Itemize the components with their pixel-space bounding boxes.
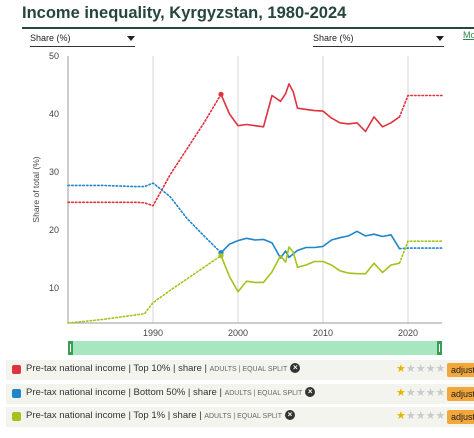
chevron-down-icon (436, 36, 444, 41)
legend-label: Pre-tax national income | Bottom 50% | s… (26, 387, 316, 398)
series-line (220, 230, 401, 259)
y-tick-label: 50 (49, 51, 59, 61)
star-icon: ★ (435, 410, 446, 422)
title-divider (22, 27, 474, 29)
left-axis-select-value: Share (%) (30, 33, 71, 43)
y-tick-label: 10 (49, 283, 59, 293)
quality-rating: ★★★★★ (396, 386, 445, 399)
chevron-down-icon (127, 36, 135, 41)
series-point (218, 253, 224, 259)
chart-grid (152, 56, 409, 323)
adjust-button[interactable]: adjust (447, 410, 474, 424)
close-circle-icon[interactable]: × (305, 387, 316, 398)
star-icon: ★ (425, 363, 436, 375)
legend-row[interactable]: Pre-tax national income | Top 1% | share… (6, 407, 474, 427)
series-line-estimated (67, 93, 222, 207)
range-end-handle-icon[interactable] (437, 341, 442, 355)
more-link[interactable]: Mo (463, 30, 474, 40)
legend-series-text: Pre-tax national income | Bottom 50% | s… (26, 387, 222, 398)
series-line (220, 83, 400, 133)
right-axis-select-value: Share (%) (313, 33, 354, 43)
range-start-handle-icon[interactable] (68, 341, 73, 355)
line-chart: 1990 2000 2010 2020 10 20 30 40 50 Share of total… (31, 51, 443, 338)
series-line (220, 246, 400, 293)
star-icon: ★ (415, 387, 426, 399)
adjust-button[interactable]: adjust (447, 363, 474, 377)
y-tick-label: 30 (49, 167, 59, 177)
series-point (218, 91, 224, 97)
legend-label: Pre-tax national income | Top 10% | shar… (26, 363, 301, 374)
legend-series-text: Pre-tax national income | Top 1% | share… (26, 410, 202, 421)
series-line-projected (398, 94, 443, 118)
y-tick-label: 40 (49, 109, 59, 119)
legend-meta: ADULTS | EQUAL SPLIT (204, 413, 283, 420)
star-icon: ★ (396, 410, 406, 422)
series-color-swatch (12, 365, 21, 374)
time-range-slider[interactable] (68, 341, 442, 355)
star-icon: ★ (396, 387, 406, 399)
x-tick-label: 2010 (313, 328, 333, 338)
series-line-projected (398, 240, 443, 264)
close-circle-icon[interactable]: × (285, 410, 296, 421)
chart-axes: 1990 2000 2010 2020 10 20 30 40 50 Share of total… (31, 51, 442, 338)
x-tick-label: 2020 (398, 328, 418, 338)
star-icon: ★ (405, 363, 416, 375)
y-axis-label: Share of total (%) (31, 156, 41, 222)
star-icon: ★ (435, 387, 446, 399)
star-icon: ★ (396, 363, 406, 375)
quality-rating: ★★★★★ (396, 362, 445, 375)
series-color-swatch (12, 389, 21, 398)
series-line-projected (398, 247, 443, 250)
star-icon: ★ (435, 363, 446, 375)
chart-series (67, 83, 443, 324)
series-line-estimated (67, 254, 222, 324)
x-tick-label: 2000 (228, 328, 248, 338)
quality-rating: ★★★★★ (396, 409, 445, 422)
legend-meta: ADULTS | EQUAL SPLIT (224, 390, 303, 397)
star-icon: ★ (405, 387, 416, 399)
x-tick-label: 1990 (143, 328, 163, 338)
page-title: Income inequality, Kyrgyzstan, 1980-2024 (22, 4, 347, 22)
legend-series-text: Pre-tax national income | Top 10% | shar… (26, 363, 207, 374)
series-line-estimated (67, 182, 222, 254)
y-tick-label: 20 (49, 225, 59, 235)
adjust-button[interactable]: adjust (447, 387, 474, 401)
series-color-swatch (12, 412, 21, 421)
left-axis-select[interactable]: Share (%) (30, 33, 135, 47)
star-icon: ★ (425, 387, 436, 399)
right-axis-select[interactable]: Share (%) (313, 33, 444, 47)
star-icon: ★ (425, 410, 436, 422)
legend-row[interactable]: Pre-tax national income | Top 10% | shar… (6, 360, 474, 380)
legend-label: Pre-tax national income | Top 1% | share… (26, 410, 296, 421)
star-icon: ★ (415, 410, 426, 422)
star-icon: ★ (415, 363, 426, 375)
close-circle-icon[interactable]: × (290, 363, 301, 374)
legend-meta: ADULTS | EQUAL SPLIT (209, 366, 288, 373)
legend-row[interactable]: Pre-tax national income | Bottom 50% | s… (6, 384, 474, 404)
star-icon: ★ (405, 410, 416, 422)
